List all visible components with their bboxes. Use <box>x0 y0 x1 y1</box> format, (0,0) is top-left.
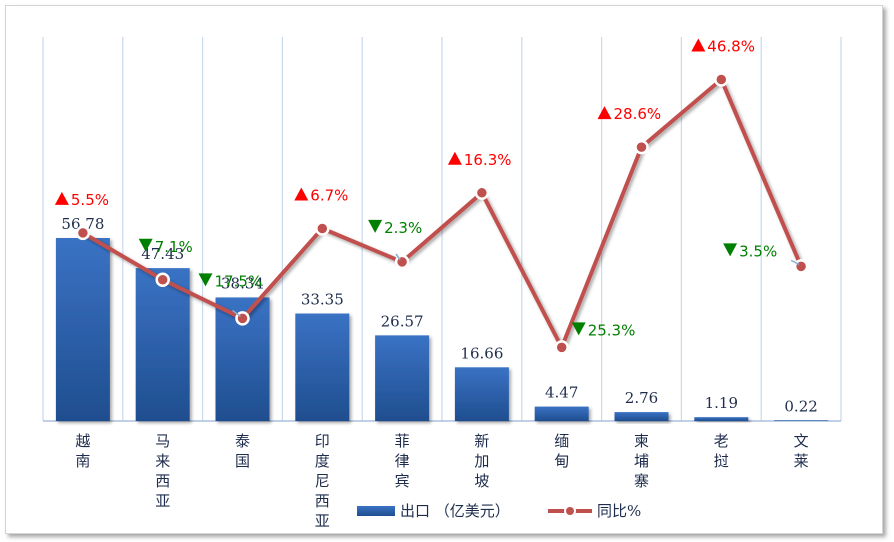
legend-bar-swatch <box>357 506 395 516</box>
line-value-label: 5.5% <box>54 191 109 209</box>
category-label: 泰国 <box>235 432 250 470</box>
down-triangle-icon <box>138 238 153 252</box>
category-label: 印度尼西亚 <box>315 432 330 530</box>
line-value-label: 46.8% <box>691 37 755 55</box>
bar-value-label: 26.57 <box>381 312 424 330</box>
down-triangle-icon <box>198 273 213 287</box>
label-leader-line <box>790 259 800 266</box>
bar <box>454 367 509 421</box>
bar <box>534 406 589 421</box>
bar <box>295 313 350 421</box>
bar <box>774 420 829 421</box>
down-triangle-icon <box>571 322 586 336</box>
line-value-text: 46.8% <box>707 37 755 55</box>
up-triangle-icon <box>597 106 612 120</box>
line-value-text: 2.3% <box>384 219 422 237</box>
bar <box>375 335 430 421</box>
line-point <box>554 340 569 355</box>
up-triangle-icon <box>691 38 706 52</box>
line-value-label: 25.3% <box>571 321 636 339</box>
down-triangle-icon <box>723 243 738 257</box>
label-leader-line <box>232 309 241 317</box>
bar-value-label: 47.43 <box>141 245 184 263</box>
line-point <box>793 259 809 274</box>
legend: 出口 （亿美元） 同比% <box>357 502 641 520</box>
bar-value-label: 16.66 <box>460 344 503 362</box>
line-value-text: 16.3% <box>464 151 512 169</box>
line-value-text: 25.3% <box>588 321 636 339</box>
category-label: 马来西亚 <box>155 432 170 510</box>
category-label: 老挝 <box>714 432 729 470</box>
line-value-label: 17.5% <box>198 272 263 290</box>
bar-value-label: 38.34 <box>221 274 264 292</box>
category-label: 新加坡 <box>474 432 489 490</box>
line-value-text: 3.5% <box>739 242 777 260</box>
category-label: 越南 <box>75 432 90 470</box>
down-triangle-icon <box>368 219 383 233</box>
bar <box>55 238 110 421</box>
bar-value-label: 33.35 <box>301 291 344 309</box>
line-value-label: 6.7% <box>294 186 348 204</box>
category-label: 缅甸 <box>554 432 569 470</box>
bar <box>135 268 190 421</box>
category-label: 柬埔寨 <box>634 432 649 490</box>
bar <box>614 412 669 421</box>
up-triangle-icon <box>54 191 69 205</box>
label-leader-line <box>395 253 401 261</box>
legend-line-marker <box>564 505 576 517</box>
category-label: 菲律宾 <box>395 432 410 490</box>
line-value-label: 3.5% <box>723 242 777 260</box>
bar <box>694 417 749 421</box>
bar-value-label: 1.19 <box>705 394 738 412</box>
legend-line-label: 同比% <box>597 502 641 520</box>
line-value-label: 28.6% <box>597 105 662 123</box>
line-value-label: 7.1% <box>138 238 193 256</box>
line-point <box>634 139 649 155</box>
bar-value-label: 2.76 <box>625 389 658 407</box>
line-series <box>81 77 803 350</box>
line-point <box>714 72 729 87</box>
legend-bar-label: 出口 （亿美元） <box>400 502 510 520</box>
line-point <box>155 272 170 288</box>
line-value-label: 2.3% <box>368 219 422 237</box>
line-point <box>75 225 91 241</box>
up-triangle-icon <box>447 151 462 165</box>
line-value-text: 6.7% <box>310 186 348 204</box>
up-triangle-icon <box>294 187 309 201</box>
line-value-text: 28.6% <box>614 105 662 123</box>
line-value-text: 17.5% <box>215 272 263 290</box>
line-point <box>474 185 490 201</box>
line-value-text: 5.5% <box>71 191 109 209</box>
bar-value-label: 56.78 <box>61 215 104 233</box>
line-value-label: 16.3% <box>447 151 512 169</box>
category-label: 文莱 <box>794 432 809 470</box>
line-value-text: 7.1% <box>155 238 193 256</box>
bar-value-label: 4.47 <box>545 384 578 402</box>
bar-value-label: 0.22 <box>784 397 817 415</box>
line-point <box>315 221 330 236</box>
